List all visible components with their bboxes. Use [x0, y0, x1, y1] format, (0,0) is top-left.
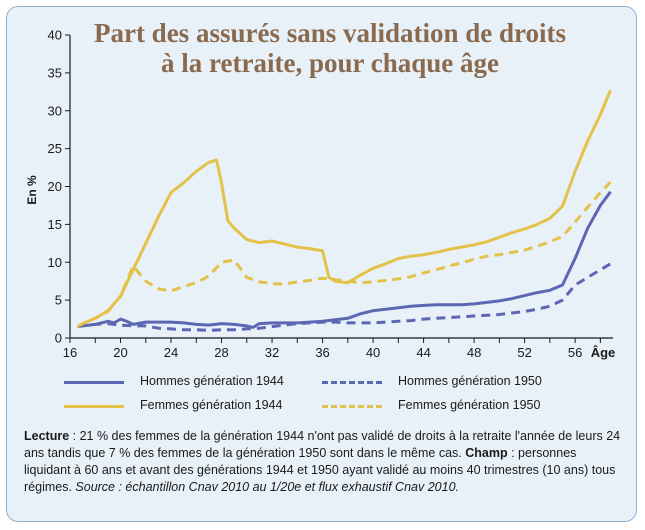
legend-swatch — [322, 381, 382, 384]
y-tick-label: 30 — [48, 103, 62, 118]
legend-label: Femmes génération 1944 — [140, 398, 283, 412]
chart-panel — [6, 6, 637, 522]
y-tick-label: 20 — [48, 179, 62, 194]
x-tick-label: 20 — [113, 345, 127, 360]
x-tick-label: 28 — [214, 345, 228, 360]
chart-legend: Hommes génération 1944 Hommes génération… — [64, 372, 584, 416]
x-tick-label: 40 — [366, 345, 380, 360]
x-tick-label: 24 — [164, 345, 178, 360]
x-tick-label: 56 — [568, 345, 582, 360]
legend-label: Hommes génération 1944 — [140, 374, 284, 388]
chart-note: Lecture : 21 % des femmes de la générati… — [24, 428, 624, 496]
y-tick-label: 0 — [55, 331, 62, 346]
legend-swatch — [64, 405, 124, 408]
champ-text: : personnes liquidant à 60 ans et avant … — [24, 446, 616, 494]
series-line-1 — [77, 262, 612, 332]
x-tick-label: 44 — [416, 345, 430, 360]
chart-title: Part des assurés sans validation de droi… — [60, 18, 600, 78]
y-tick-label: 5 — [55, 293, 62, 308]
chart-title-line-2: à la retraite, pour chaque âge — [161, 48, 499, 78]
legend-swatch — [322, 405, 382, 408]
y-tick-label: 10 — [48, 255, 62, 270]
x-tick-label: 48 — [467, 345, 481, 360]
x-tick-label: 52 — [517, 345, 531, 360]
series-line-0 — [77, 190, 612, 329]
champ-label: Champ — [465, 446, 508, 460]
y-tick-label: 25 — [48, 141, 62, 156]
x-axis-label: Âge — [591, 345, 616, 360]
lecture-text: : 21 % des femmes de la génération 1944 … — [24, 429, 621, 460]
x-tick-label: 16 — [63, 345, 77, 360]
series-line-2 — [76, 89, 612, 328]
series-line-3 — [76, 180, 612, 328]
legend-swatch — [64, 381, 124, 384]
y-axis-label: En % — [25, 175, 39, 205]
y-tick-label: 15 — [48, 217, 62, 232]
y-tick-label: 40 — [48, 28, 62, 43]
source-text: Source : échantillon Cnav 2010 au 1/20e … — [75, 480, 459, 494]
line-chart: 0 5 10 15 20 25 30 35 40 16 20 24 28 32 36 40 44 48 52 56 Âg… — [25, 28, 616, 361]
lecture-label: Lecture — [24, 429, 70, 443]
x-tick-label: 32 — [265, 345, 279, 360]
y-tick-label: 35 — [48, 65, 62, 80]
legend-label: Femmes génération 1950 — [398, 398, 541, 412]
chart-title-line-1: Part des assurés sans validation de droi… — [93, 18, 567, 48]
legend-label: Hommes génération 1950 — [398, 374, 542, 388]
x-tick-label: 36 — [315, 345, 329, 360]
